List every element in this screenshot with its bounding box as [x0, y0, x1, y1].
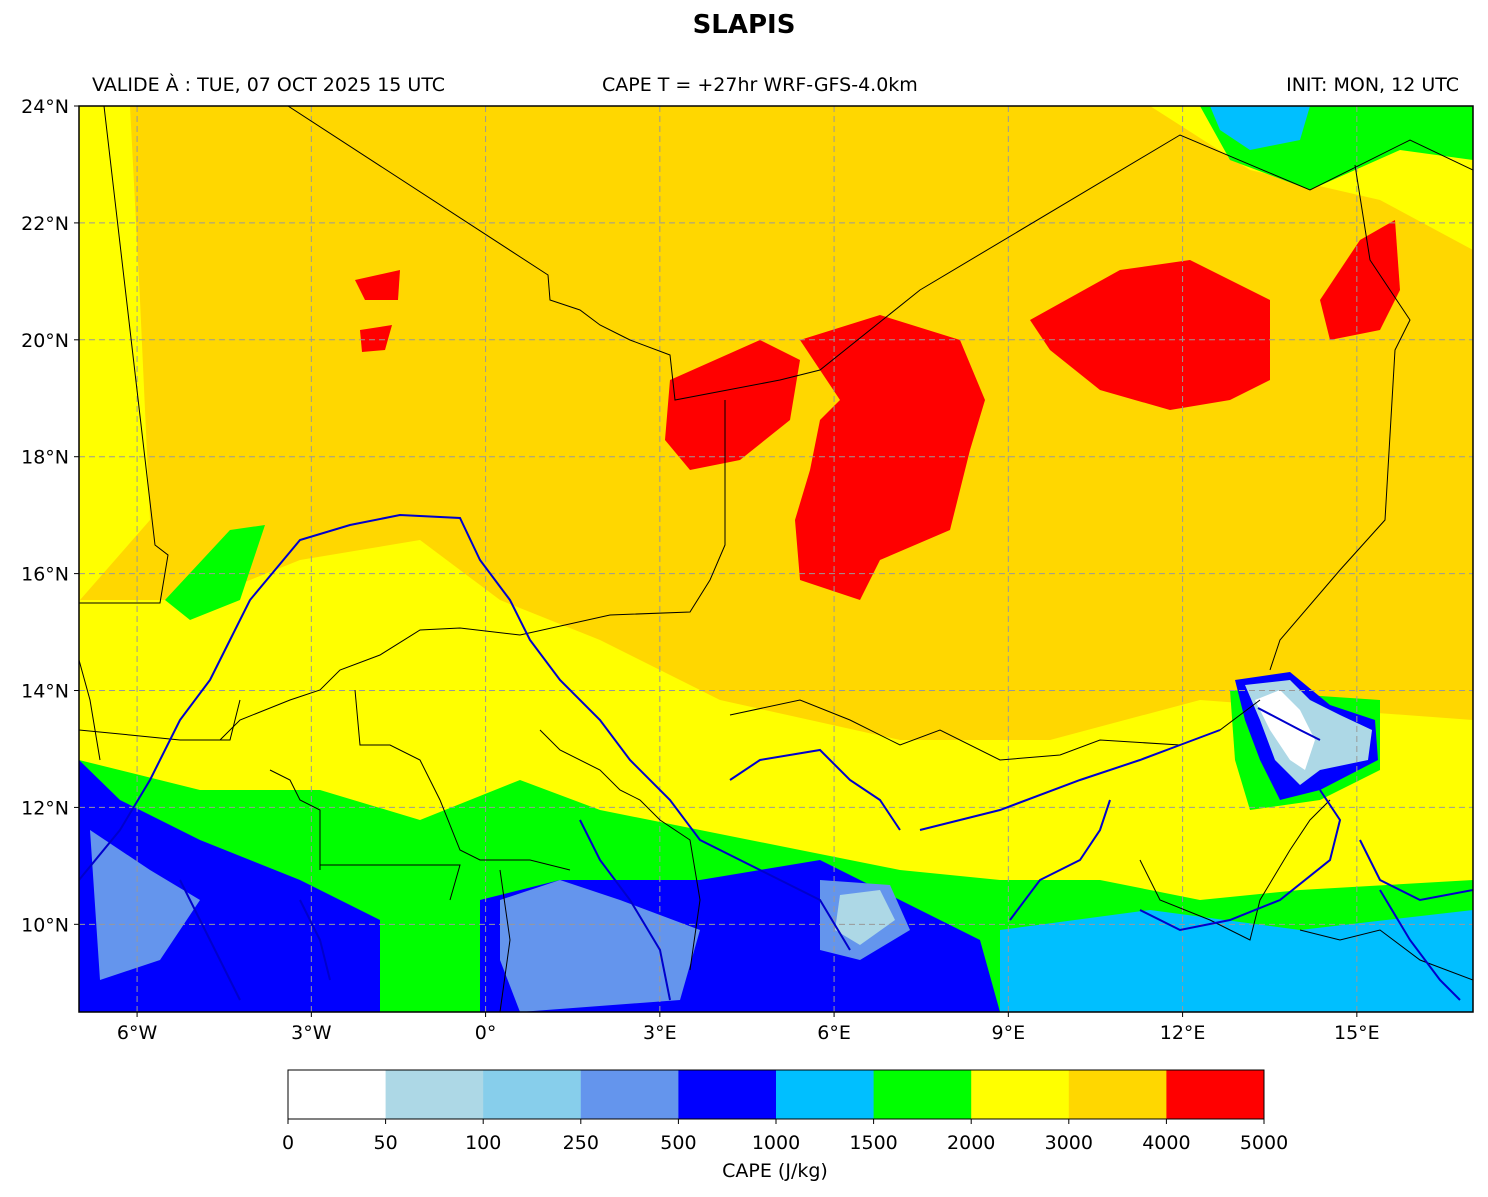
- country-borders: [79, 106, 1473, 1012]
- lat-tick-label: 12°N: [21, 797, 69, 819]
- cape-4000-5000-region: [795, 315, 985, 600]
- lon-tick-label: 6°W: [117, 1022, 158, 1044]
- rivers: [79, 513, 1473, 1001]
- colorbar-tick-label: 5000: [1240, 1132, 1288, 1154]
- colorbar-swatch: [483, 1070, 582, 1119]
- cape-0-50-region: [1255, 690, 1315, 770]
- lon-tick-label: 3°E: [643, 1022, 677, 1044]
- colorbar-swatch: [1068, 1070, 1167, 1119]
- init-time-label: INIT: MON, 12 UTC: [1286, 74, 1459, 96]
- lon-tick-label: 3°W: [291, 1022, 332, 1044]
- lat-tick-label: 16°N: [21, 564, 69, 586]
- lat-tick-label: 14°N: [21, 681, 69, 703]
- lon-tick-label: 0°: [475, 1022, 497, 1044]
- map-frame: [78, 105, 1474, 1013]
- cape-250-500-region: [500, 880, 700, 1012]
- lat-tick-label: 22°N: [21, 213, 69, 235]
- colorbar-swatch: [1166, 1070, 1265, 1119]
- colorbar-tick-label: 100: [465, 1132, 501, 1154]
- map-title: SLAPIS: [692, 10, 796, 40]
- colorbar-label: CAPE (J/kg): [722, 1160, 828, 1182]
- forecast-info-label: CAPE T = +27hr WRF-GFS-4.0km: [602, 74, 918, 96]
- lat-tick-label: 10°N: [21, 914, 69, 936]
- cape-4000-5000-region: [1030, 260, 1270, 410]
- colorbar-tick-label: 250: [563, 1132, 599, 1154]
- lat-tick-label: 24°N: [21, 96, 69, 118]
- colorbar-swatch: [288, 1070, 387, 1119]
- cape-50-100-region: [835, 890, 895, 945]
- lon-tick-label: 9°E: [992, 1022, 1026, 1044]
- colorbar-tick-label: 3000: [1045, 1132, 1093, 1154]
- cape-field: [79, 106, 1473, 1012]
- colorbar-swatch: [971, 1070, 1070, 1119]
- cape-4000-5000-region: [1320, 220, 1400, 340]
- colorbar-tick-label: 1000: [752, 1132, 800, 1154]
- colorbar-swatch: [385, 1070, 484, 1119]
- cape-1000-1500-region: [1210, 106, 1310, 150]
- colorbar-tick-label: 0: [282, 1132, 294, 1154]
- lat-tick-label: 18°N: [21, 447, 69, 469]
- lon-tick-label: 15°E: [1334, 1022, 1380, 1044]
- cape-1500-2000-region: [165, 525, 265, 620]
- colorbar-tick-label: 4000: [1142, 1132, 1190, 1154]
- colorbar-tick-label: 1500: [849, 1132, 897, 1154]
- valid-time-label: VALIDE À : TUE, 07 OCT 2025 15 UTC: [92, 74, 446, 96]
- longitude-tick-labels: 6°W 3°W 0° 3°E 6°E 9°E 12°E 15°E: [117, 1012, 1380, 1044]
- colorbar-swatch: [873, 1070, 972, 1119]
- colorbar-swatch: [776, 1070, 875, 1119]
- cape-250-500-region: [90, 830, 200, 980]
- cape-4000-5000-region: [665, 340, 800, 470]
- colorbar-tick-label: 500: [660, 1132, 696, 1154]
- colorbar-tick-label: 50: [374, 1132, 398, 1154]
- colorbar-tick-label: 2000: [947, 1132, 995, 1154]
- cape-2000-3000-region: [79, 106, 150, 600]
- colorbar-swatch: [580, 1070, 679, 1119]
- colorbar: 0 50 100 250 500 1000 1500 2000 3000 4000 5000: [282, 1069, 1288, 1154]
- lon-tick-label: 12°E: [1160, 1022, 1206, 1044]
- colorbar-swatch: [678, 1070, 777, 1119]
- lon-tick-label: 6°E: [817, 1022, 851, 1044]
- cape-4000-5000-region: [355, 270, 400, 300]
- cape-4000-5000-region: [360, 325, 392, 352]
- lat-tick-label: 20°N: [21, 330, 69, 352]
- latitude-tick-labels: 24°N 22°N 20°N 18°N 16°N 14°N 12°N 10°N: [21, 96, 79, 936]
- cape-1000-1500-region: [1000, 910, 1473, 1012]
